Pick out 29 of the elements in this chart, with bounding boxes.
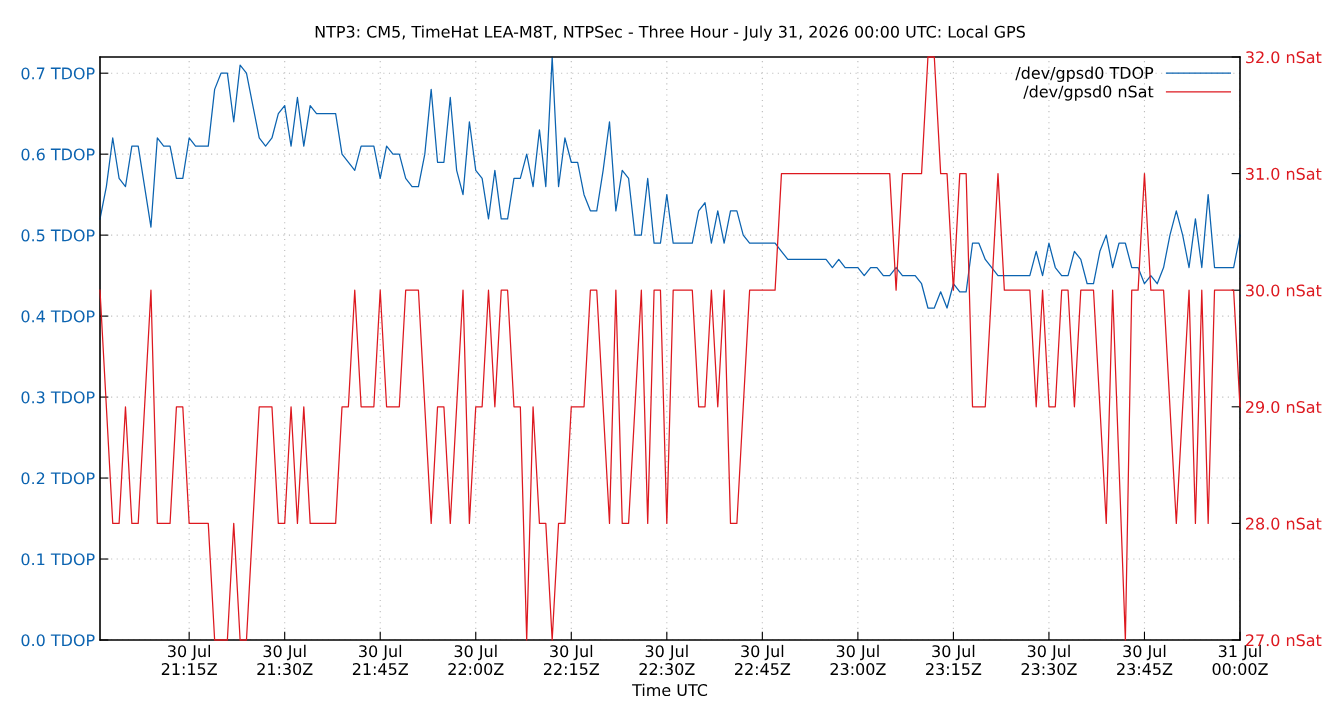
line-series — [99, 56, 1241, 641]
legend-label: /dev/gpsd0 nSat — [1023, 85, 1154, 101]
y-tick-label: 0.7 TDOP — [21, 67, 95, 80]
x-tick-label: 30 Jul 22:15Z — [543, 644, 600, 676]
chart-title: NTP3: CM5, TimeHat LEA-M8T, NTPSec - Three Hour - July 31, 2026 00:00 UTC: Local GPS — [315, 25, 1025, 41]
y-tick-label: 0.0 TDOP — [21, 634, 95, 647]
y-tick-label: 0.5 TDOP — [21, 229, 95, 242]
legend-label: /dev/gpsd0 TDOP — [1015, 66, 1154, 83]
x-axis-title: Time UTC — [632, 683, 708, 697]
x-tick-label: 30 Jul 23:15Z — [926, 644, 982, 676]
y-tick-label: 0.1 TDOP — [21, 553, 95, 566]
y-tick-label: 0.6 TDOP — [21, 148, 95, 161]
y2-tick-label: 31.0 nSat — [1246, 167, 1322, 180]
x-tick-label: 30 Jul 22:00Z — [448, 644, 504, 676]
y2-tick-label: 32.0 nSat — [1246, 51, 1322, 64]
x-tick-label: 30 Jul 22:30Z — [639, 644, 695, 676]
y-tick-label: 0.2 TDOP — [21, 472, 95, 485]
x-tick-label: 30 Jul 21:15Z — [161, 644, 217, 676]
x-tick-label: 30 Jul 21:45Z — [352, 644, 408, 676]
x-tick-label: 30 Jul 21:30Z — [257, 644, 313, 676]
x-tick-label: 30 Jul 23:45Z — [1117, 644, 1173, 676]
x-tick-label: 30 Jul 22:45Z — [735, 644, 791, 676]
x-tick-label: 30 Jul 23:30Z — [1021, 644, 1077, 676]
y2-tick-label: 28.0 nSat — [1246, 517, 1322, 530]
x-tick-label: 30 Jul 23:00Z — [830, 644, 886, 676]
y2-tick-label: 29.0 nSat — [1246, 401, 1322, 414]
y-tick-label: 0.4 TDOP — [21, 310, 95, 323]
y2-tick-label: 30.0 nSat — [1246, 284, 1322, 297]
y-tick-label: 0.3 TDOP — [21, 391, 95, 404]
